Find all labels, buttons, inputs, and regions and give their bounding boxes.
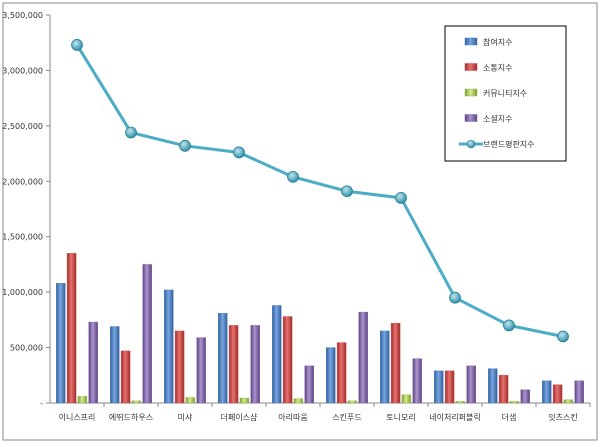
bar-참여지수 (542, 380, 552, 404)
x-tick-label: 네이처리퍼블릭 (429, 412, 481, 422)
x-tick-label: 이니스프리 (59, 412, 96, 422)
y-tick-label: 1,000,000 (2, 288, 43, 297)
y-tick-label: - (40, 399, 43, 408)
bar-소통지수 (282, 316, 293, 404)
legend-label: 브랜드평판지수 (483, 139, 535, 149)
bar-참여지수 (272, 305, 282, 404)
legend-swatch-소셜지수 (464, 114, 478, 122)
x-tick-label: 잇츠스킨 (548, 412, 577, 422)
x-tick-label: 토니모리 (386, 412, 415, 422)
line-point-브랜드평판지수 (341, 185, 353, 198)
bar-소통지수 (390, 322, 401, 404)
line-point-브랜드평판지수 (179, 139, 191, 152)
bar-소셜지수 (142, 264, 152, 404)
legend-marker-swatch (466, 139, 476, 149)
bar-참여지수 (218, 313, 228, 404)
bar-소통지수 (336, 342, 347, 404)
bar-커뮤니티지수 (185, 397, 196, 404)
bar-소셜지수 (466, 365, 476, 404)
legend-label: 소통지수 (483, 64, 512, 73)
x-tick-label: 에뛰드하우스 (109, 412, 153, 422)
x-tick-label: 아리따움 (278, 412, 307, 422)
bar-소통지수 (498, 375, 509, 404)
bar-소통지수 (552, 384, 563, 404)
bar-커뮤니티지수 (455, 401, 466, 404)
bar-커뮤니티지수 (239, 397, 250, 404)
bar-소통지수 (174, 330, 185, 404)
x-tick-label: 더페이스샵 (221, 412, 258, 422)
bar-커뮤니티지수 (347, 400, 358, 404)
legend-label: 커뮤니티지수 (483, 88, 527, 98)
line-point-브랜드평판지수 (125, 126, 137, 139)
bar-커뮤니티지수 (401, 394, 412, 404)
x-tick-label: 미샤 (178, 412, 193, 422)
y-tick-label: 1,500,000 (2, 233, 43, 242)
bar-소셜지수 (304, 365, 314, 404)
legend-swatch-소통지수 (464, 63, 478, 71)
y-tick-label: 3,500,000 (2, 11, 43, 20)
bar-소셜지수 (250, 325, 260, 404)
bar-소셜지수 (88, 321, 98, 404)
bar-참여지수 (164, 289, 174, 404)
y-tick-label: 3,000,000 (2, 66, 43, 75)
line-point-브랜드평판지수 (71, 39, 83, 51)
legend-label: 참여지수 (483, 37, 512, 47)
bar-소셜지수 (358, 311, 368, 404)
y-tick-label: 2,000,000 (2, 177, 43, 186)
legend-swatch-커뮤니티지수 (464, 88, 478, 97)
bar-소셜지수 (196, 337, 206, 404)
bar-커뮤니티지수 (77, 396, 88, 404)
bar-소통지수 (444, 370, 455, 404)
bar-참여지수 (110, 326, 120, 404)
bar-커뮤니티지수 (293, 398, 304, 404)
line-point-브랜드평판지수 (503, 319, 515, 332)
bar-소통지수 (66, 253, 77, 404)
bar-참여지수 (434, 370, 444, 404)
bar-참여지수 (56, 283, 66, 404)
legend-swatch-참여지수 (464, 37, 478, 46)
bar-소셜지수 (574, 380, 584, 404)
line-point-브랜드평판지수 (395, 192, 407, 204)
bar-참여지수 (488, 368, 498, 404)
line-point-브랜드평판지수 (449, 291, 461, 304)
x-tick-label: 더샘 (502, 413, 517, 422)
line-point-브랜드평판지수 (557, 330, 569, 343)
bar-커뮤니티지수 (131, 400, 142, 404)
bar-커뮤니티지수 (563, 399, 574, 404)
line-point-브랜드평판지수 (233, 146, 245, 159)
bar-참여지수 (326, 347, 336, 404)
y-tick-label: 2,500,000 (2, 122, 43, 131)
bar-소셜지수 (520, 389, 530, 404)
line-point-브랜드평판지수 (287, 170, 299, 183)
bar-소셜지수 (412, 358, 422, 404)
line-브랜드평판지수 (75, 44, 564, 338)
bar-소통지수 (228, 325, 239, 404)
y-tick-label: 500,000 (10, 344, 43, 353)
bar-소통지수 (120, 350, 131, 404)
bar-커뮤니티지수 (509, 401, 520, 404)
bar-참여지수 (380, 330, 390, 404)
legend-label: 소셜지수 (483, 115, 512, 124)
x-tick-label: 스킨푸드 (332, 412, 361, 422)
